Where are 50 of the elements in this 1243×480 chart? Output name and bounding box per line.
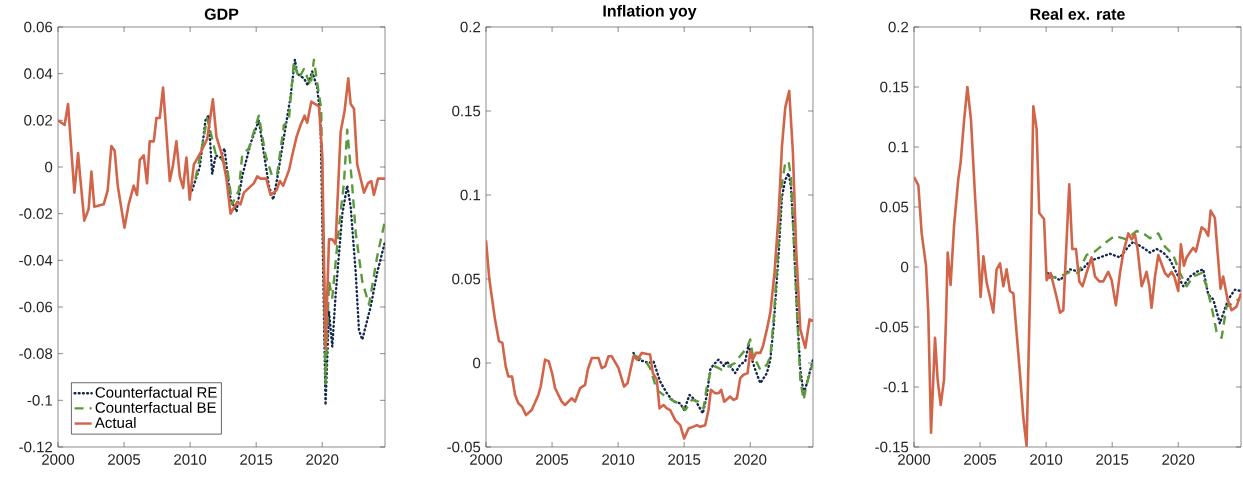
- y-tick-label: -0.04: [19, 255, 53, 266]
- y-tick-label: 0.1: [888, 141, 909, 153]
- y-tick-label: -0.12: [19, 441, 53, 453]
- y-tick-label: 0.15: [452, 105, 481, 117]
- x-tick-label: 2005: [108, 454, 141, 465]
- legend-label: Actual: [94, 416, 136, 428]
- x-tick-label: 2000: [898, 454, 931, 465]
- x-tick-label: 2020: [1162, 454, 1195, 465]
- x-tick-label: 2015: [240, 454, 273, 465]
- x-tick-label: 2010: [602, 454, 635, 465]
- x-tick-label: 2015: [1096, 454, 1129, 465]
- chart-title: Inflation yoy: [603, 4, 697, 20]
- y-tick-label: 0.02: [24, 115, 53, 126]
- x-tick-label: 2010: [1030, 454, 1063, 465]
- legend-label: Counterfactual BE: [95, 401, 216, 413]
- x-tick-label: 2005: [964, 454, 997, 465]
- line-series: [58, 77, 385, 351]
- y-tick-label: 0.04: [24, 68, 53, 79]
- y-tick-label: -0.08: [19, 348, 53, 359]
- y-tick-label: 0.2: [460, 21, 481, 33]
- chart-title: Real ex. rate: [1030, 8, 1125, 20]
- line-series: [1046, 229, 1240, 339]
- y-tick-label: 0.1: [460, 189, 481, 201]
- line-series: [486, 89, 814, 440]
- x-tick-label: 2005: [536, 454, 569, 465]
- x-tick-label: 2010: [174, 454, 207, 465]
- y-tick-label: 0.05: [452, 273, 481, 285]
- y-tick-label: 0: [901, 261, 909, 273]
- x-tick-label: 2000: [470, 454, 503, 465]
- x-tick-label: 2020: [734, 454, 767, 465]
- legend-label: Counterfactual RE: [95, 386, 217, 398]
- line-series: [914, 85, 1242, 447]
- y-tick-label: 0.15: [880, 81, 909, 93]
- y-tick-label: 0: [473, 357, 481, 369]
- y-tick-label: -0.1: [883, 381, 909, 393]
- y-tick-label: 0.2: [888, 21, 909, 33]
- y-tick-label: -0.05: [875, 321, 909, 333]
- chart-title: GDP: [204, 8, 239, 20]
- y-tick-label: 0: [45, 161, 53, 173]
- y-tick-label: 0.05: [880, 201, 909, 213]
- line-series: [1046, 240, 1242, 325]
- y-tick-label: 0.06: [24, 21, 53, 33]
- y-tick-label: -0.15: [875, 441, 909, 453]
- x-tick-label: 2000: [42, 454, 75, 465]
- y-tick-label: -0.02: [19, 208, 53, 219]
- x-tick-label: 2020: [306, 454, 339, 465]
- y-tick-label: -0.05: [447, 441, 481, 453]
- y-tick-label: -0.06: [19, 301, 53, 313]
- x-tick-label: 2015: [668, 454, 701, 465]
- y-tick-label: -0.1: [27, 395, 53, 406]
